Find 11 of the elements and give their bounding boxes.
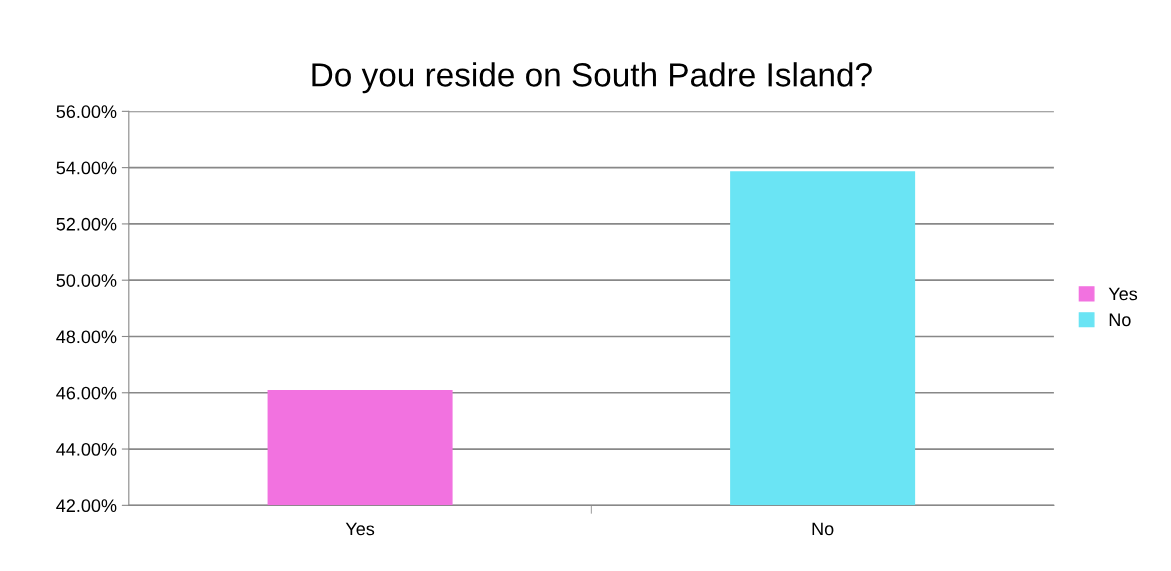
chart-title: Do you reside on South Padre Island? (312, 62, 872, 94)
legend-label: No (1109, 313, 1131, 327)
y-tick-label: 46.00% (56, 386, 117, 400)
y-tick-label: 42.00% (56, 499, 117, 513)
y-tick-label: 50.00% (56, 274, 117, 287)
y-tick-label: 56.00% (56, 105, 117, 119)
y-tick-label: 54.00% (56, 161, 117, 175)
y-tick-label: 44.00% (56, 442, 117, 456)
y-tick-label: 48.00% (56, 330, 117, 344)
y-tick-label: 52.00% (56, 217, 117, 231)
legend-label: Yes (1108, 287, 1138, 301)
